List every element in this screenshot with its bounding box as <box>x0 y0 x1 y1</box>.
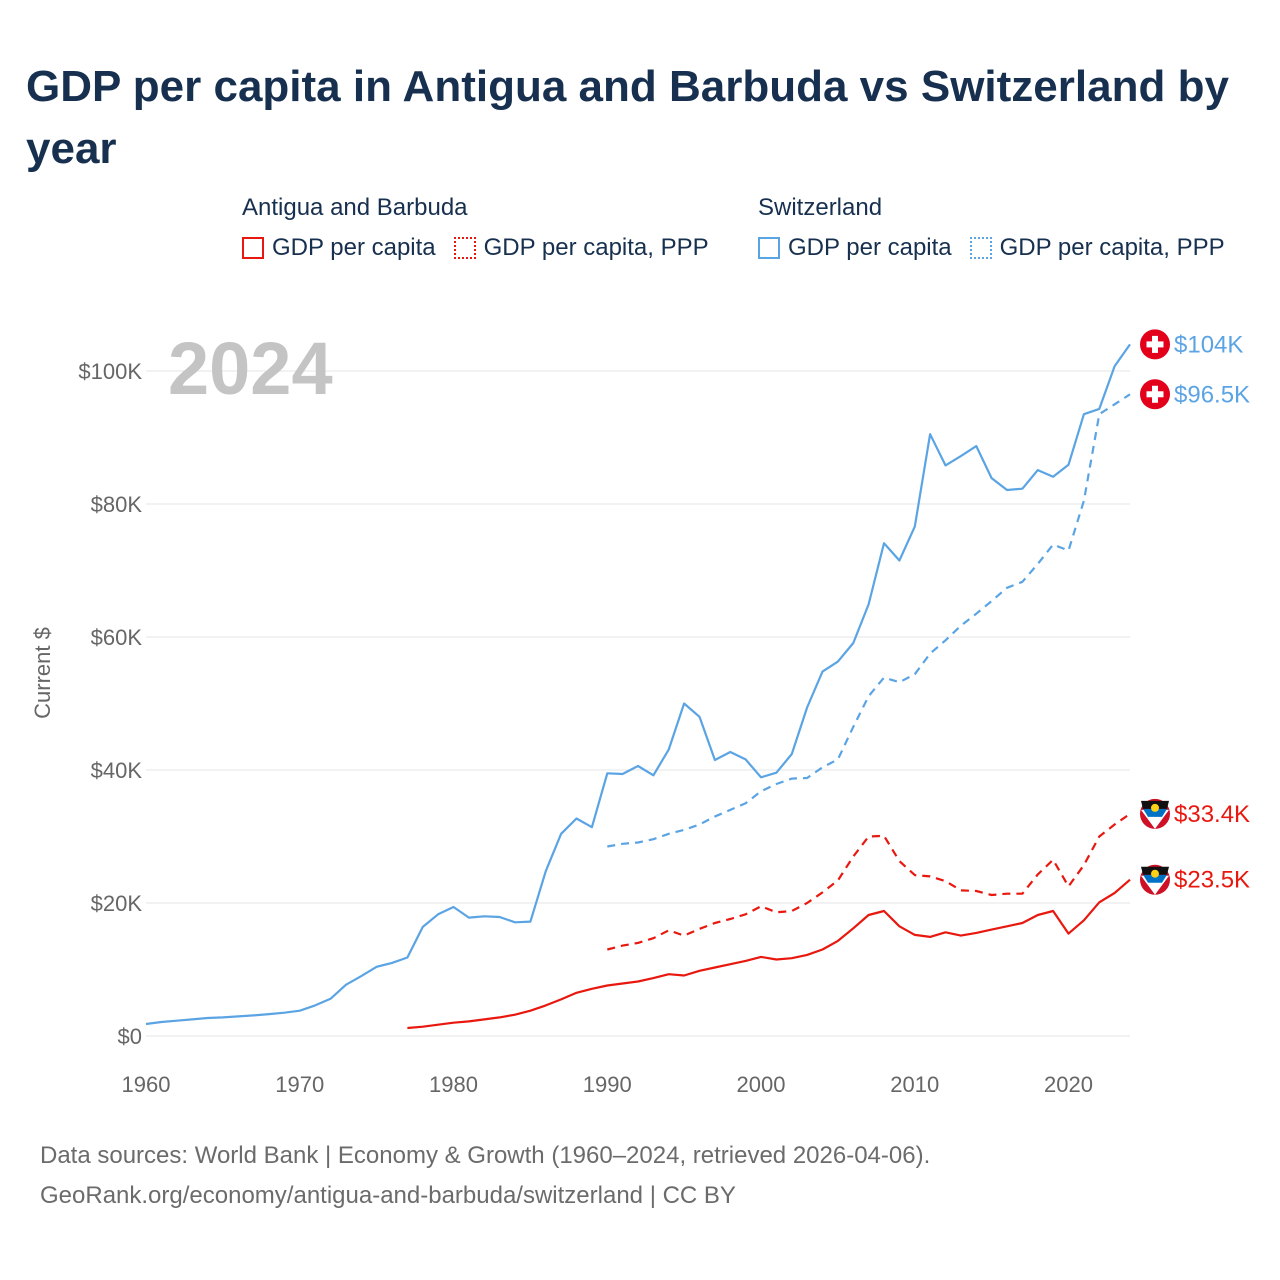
series-end-label: $33.4K <box>1174 801 1250 828</box>
y-axis-label: Current $ <box>30 627 55 719</box>
x-tick-label: 2020 <box>1044 1072 1093 1097</box>
legend-label: GDP per capita <box>788 234 952 261</box>
y-tick-label: $60K <box>91 625 143 650</box>
year-label: 2024 <box>168 327 333 410</box>
line-chart: $0 $20K $40K $60K $80K $100K 1960 1970 1980 1990 2… <box>30 327 1250 1097</box>
flag-sun <box>1151 803 1159 812</box>
series-end-label: $96.5K <box>1174 381 1250 408</box>
switzerland-flag-icon <box>1140 329 1170 360</box>
flag-blue-band <box>1143 874 1167 883</box>
legend-label: GDP per capita, PPP <box>999 234 1225 261</box>
x-tick-label: 1990 <box>583 1072 632 1097</box>
flag-blue-band <box>1143 808 1167 817</box>
dotted-line-swatch-icon <box>969 237 992 259</box>
series-line-antigua-gdp <box>407 878 1131 1030</box>
y-tick-label: $100K <box>78 359 142 384</box>
y-tick-label: $40K <box>91 758 143 783</box>
legend-group-switzerland: Switzerland GDP per capita GDP per capit… <box>758 194 1243 262</box>
x-tick-label: 1980 <box>429 1072 478 1097</box>
x-tick-label: 2000 <box>737 1072 786 1097</box>
flag-sun <box>1151 869 1159 878</box>
series-end-label: $23.5K <box>1174 867 1250 894</box>
flag-cross-v <box>1152 385 1158 403</box>
legend-item-antigua-gdp[interactable]: GDP per capita <box>242 234 436 262</box>
series-line-switzerland-gdp <box>145 343 1131 1026</box>
legend-group-title: Antigua and Barbuda <box>242 194 468 221</box>
solid-line-swatch-icon <box>242 237 264 259</box>
legend-label: GDP per capita, PPP <box>483 234 709 261</box>
legend-group-antigua: Antigua and Barbuda GDP per capita GDP p… <box>242 194 727 262</box>
flag-cross-v <box>1152 335 1158 353</box>
footer: Data sources: World Bank | Economy & Gro… <box>40 1136 930 1216</box>
legend-item-switzerland-gdp-ppp[interactable]: GDP per capita, PPP <box>969 234 1225 262</box>
switzerland-flag-icon <box>1140 379 1170 410</box>
x-tick-label: 2010 <box>890 1072 939 1097</box>
y-tick-label: $80K <box>91 492 143 517</box>
antigua-flag-icon <box>1140 798 1170 829</box>
chart-title: GDP per capita in Antigua and Barbuda vs… <box>26 62 1229 173</box>
antigua-flag-icon <box>1140 864 1170 895</box>
legend-item-switzerland-gdp[interactable]: GDP per capita <box>758 234 952 262</box>
series-line-antigua-ppp <box>607 812 1131 951</box>
legend-item-antigua-gdp-ppp[interactable]: GDP per capita, PPP <box>453 234 709 262</box>
source-url: GeoRank.org/economy/antigua-and-barbuda/… <box>40 1182 736 1209</box>
x-tick-label: 1970 <box>275 1072 324 1097</box>
y-tick-label: $20K <box>91 891 143 916</box>
legend-group-title: Switzerland <box>758 194 883 221</box>
legend-label: GDP per capita <box>272 234 436 261</box>
series-line-switzerland-ppp <box>607 393 1131 848</box>
dotted-line-swatch-icon <box>453 237 476 259</box>
solid-line-swatch-icon <box>758 237 780 259</box>
y-tick-label: $0 <box>118 1024 142 1049</box>
series-end-label: $104K <box>1174 331 1243 358</box>
data-source-note: Data sources: World Bank | Economy & Gro… <box>40 1142 931 1169</box>
x-tick-label: 1960 <box>122 1072 171 1097</box>
